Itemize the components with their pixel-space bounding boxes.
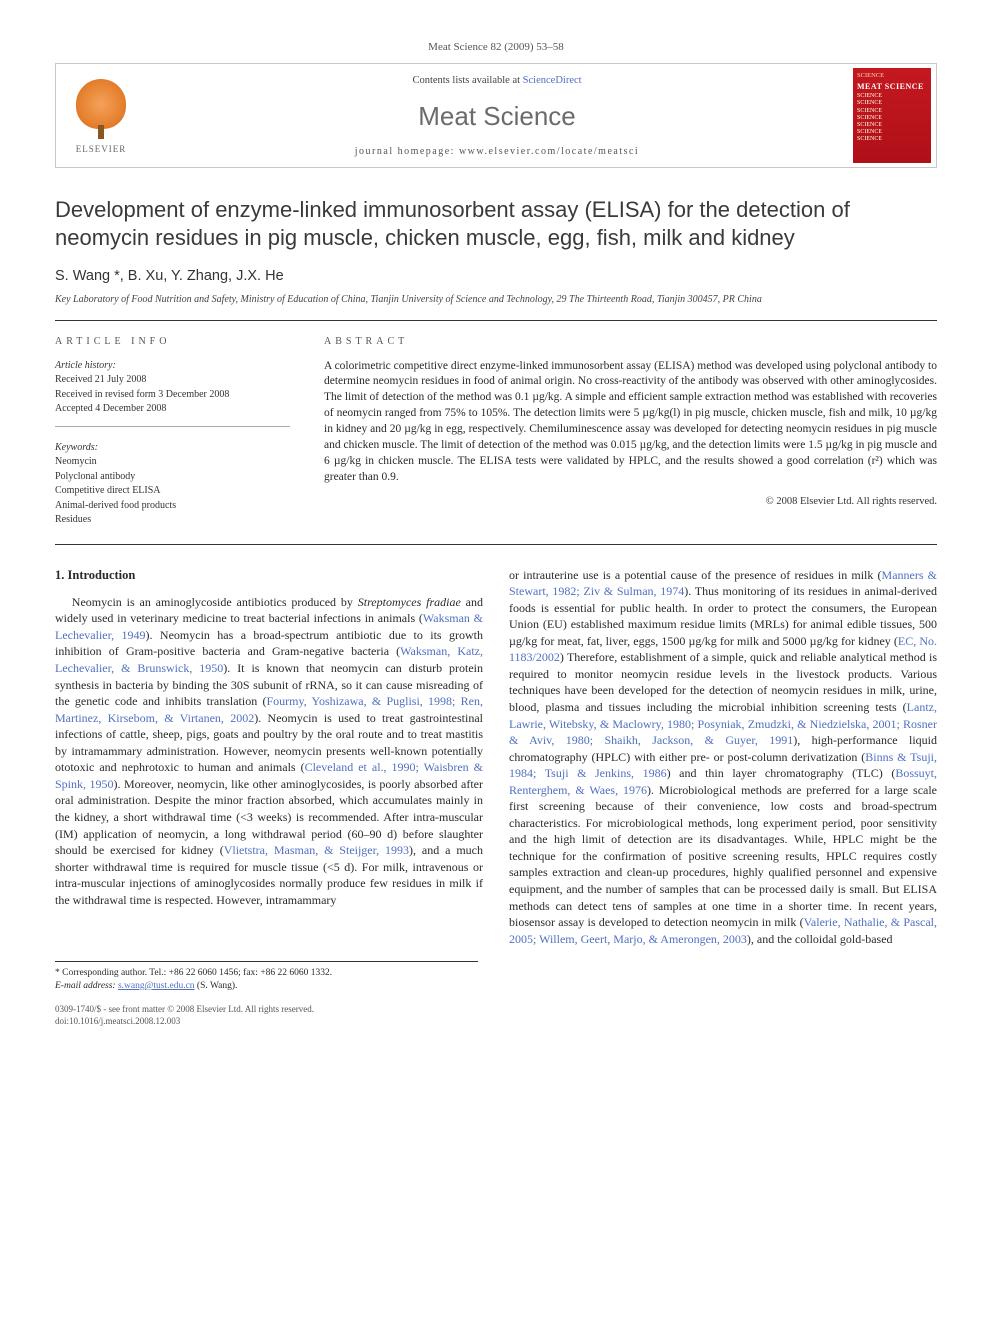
journal-title: Meat Science	[146, 99, 848, 134]
abstract-copyright: © 2008 Elsevier Ltd. All rights reserved…	[324, 495, 937, 509]
bottom-bar: 0309-1740/$ - see front matter © 2008 El…	[55, 1003, 937, 1027]
corresponding-author: * Corresponding author. Tel.: +86 22 606…	[55, 967, 478, 980]
body-right-column: or intrauterine use is a potential cause…	[509, 567, 937, 948]
body-right-paragraph: or intrauterine use is a potential cause…	[509, 567, 937, 948]
keyword-item: Polyclonal antibody	[55, 470, 290, 484]
email-label: E-mail address:	[55, 981, 116, 991]
abstract-column: ABSTRACT A colorimetric competitive dire…	[324, 335, 937, 528]
front-matter-line: 0309-1740/$ - see front matter © 2008 El…	[55, 1003, 314, 1015]
abstract-text: A colorimetric competitive direct enzyme…	[324, 359, 937, 486]
history-label: Article history:	[55, 359, 290, 373]
cover-top-text: SCIENCE	[857, 72, 927, 80]
history-accepted: Accepted 4 December 2008	[55, 402, 290, 416]
article-authors: S. Wang *, B. Xu, Y. Zhang, J.X. He	[55, 267, 937, 287]
abstract-label: ABSTRACT	[324, 335, 937, 349]
history-received: Received 21 July 2008	[55, 373, 290, 387]
journal-cover-thumb: SCIENCE MEAT SCIENCE SCIENCESCIENCESCIEN…	[848, 64, 936, 167]
journal-reference: Meat Science 82 (2009) 53–58	[55, 40, 937, 55]
elsevier-tree-icon	[76, 79, 126, 129]
journal-homepage: journal homepage: www.elsevier.com/locat…	[146, 145, 848, 159]
keyword-item: Competitive direct ELISA	[55, 484, 290, 498]
body-left-paragraph: Neomycin is an aminoglycoside antibiotic…	[55, 594, 483, 908]
doi-line: doi:10.1016/j.meatsci.2008.12.003	[55, 1015, 314, 1027]
email-who: (S. Wang).	[197, 981, 238, 991]
contents-prefix: Contents lists available at	[412, 75, 522, 86]
article-info-label: ARTICLE INFO	[55, 335, 290, 349]
journal-header: ELSEVIER Contents lists available at Sci…	[55, 63, 937, 168]
article-affiliation: Key Laboratory of Food Nutrition and Saf…	[55, 293, 937, 307]
author-email-link[interactable]: s.wang@tust.edu.cn	[118, 981, 195, 991]
sciencedirect-link[interactable]: ScienceDirect	[523, 75, 582, 86]
contents-available-line: Contents lists available at ScienceDirec…	[146, 74, 848, 88]
history-revised: Received in revised form 3 December 2008	[55, 388, 290, 402]
publisher-name: ELSEVIER	[76, 143, 127, 155]
article-title: Development of enzyme-linked immunosorbe…	[55, 196, 937, 253]
keywords-label: Keywords:	[55, 441, 290, 455]
cover-title: MEAT SCIENCE	[857, 82, 927, 92]
publisher-logo-block: ELSEVIER	[56, 64, 146, 167]
body-two-column: 1. Introduction Neomycin is an aminoglyc…	[55, 567, 937, 948]
email-line: E-mail address: s.wang@tust.edu.cn (S. W…	[55, 980, 478, 993]
keyword-item: Animal-derived food products	[55, 499, 290, 513]
body-left-column: 1. Introduction Neomycin is an aminoglyc…	[55, 567, 483, 948]
keyword-item: Residues	[55, 513, 290, 527]
keyword-item: Neomycin	[55, 455, 290, 469]
footnotes: * Corresponding author. Tel.: +86 22 606…	[55, 961, 478, 993]
cover-decorative-lines: SCIENCESCIENCESCIENCESCIENCESCIENCESCIEN…	[857, 93, 927, 143]
section-heading-intro: 1. Introduction	[55, 567, 483, 584]
elsevier-logo: ELSEVIER	[66, 75, 136, 155]
article-info-column: ARTICLE INFO Article history: Received 2…	[55, 335, 290, 528]
